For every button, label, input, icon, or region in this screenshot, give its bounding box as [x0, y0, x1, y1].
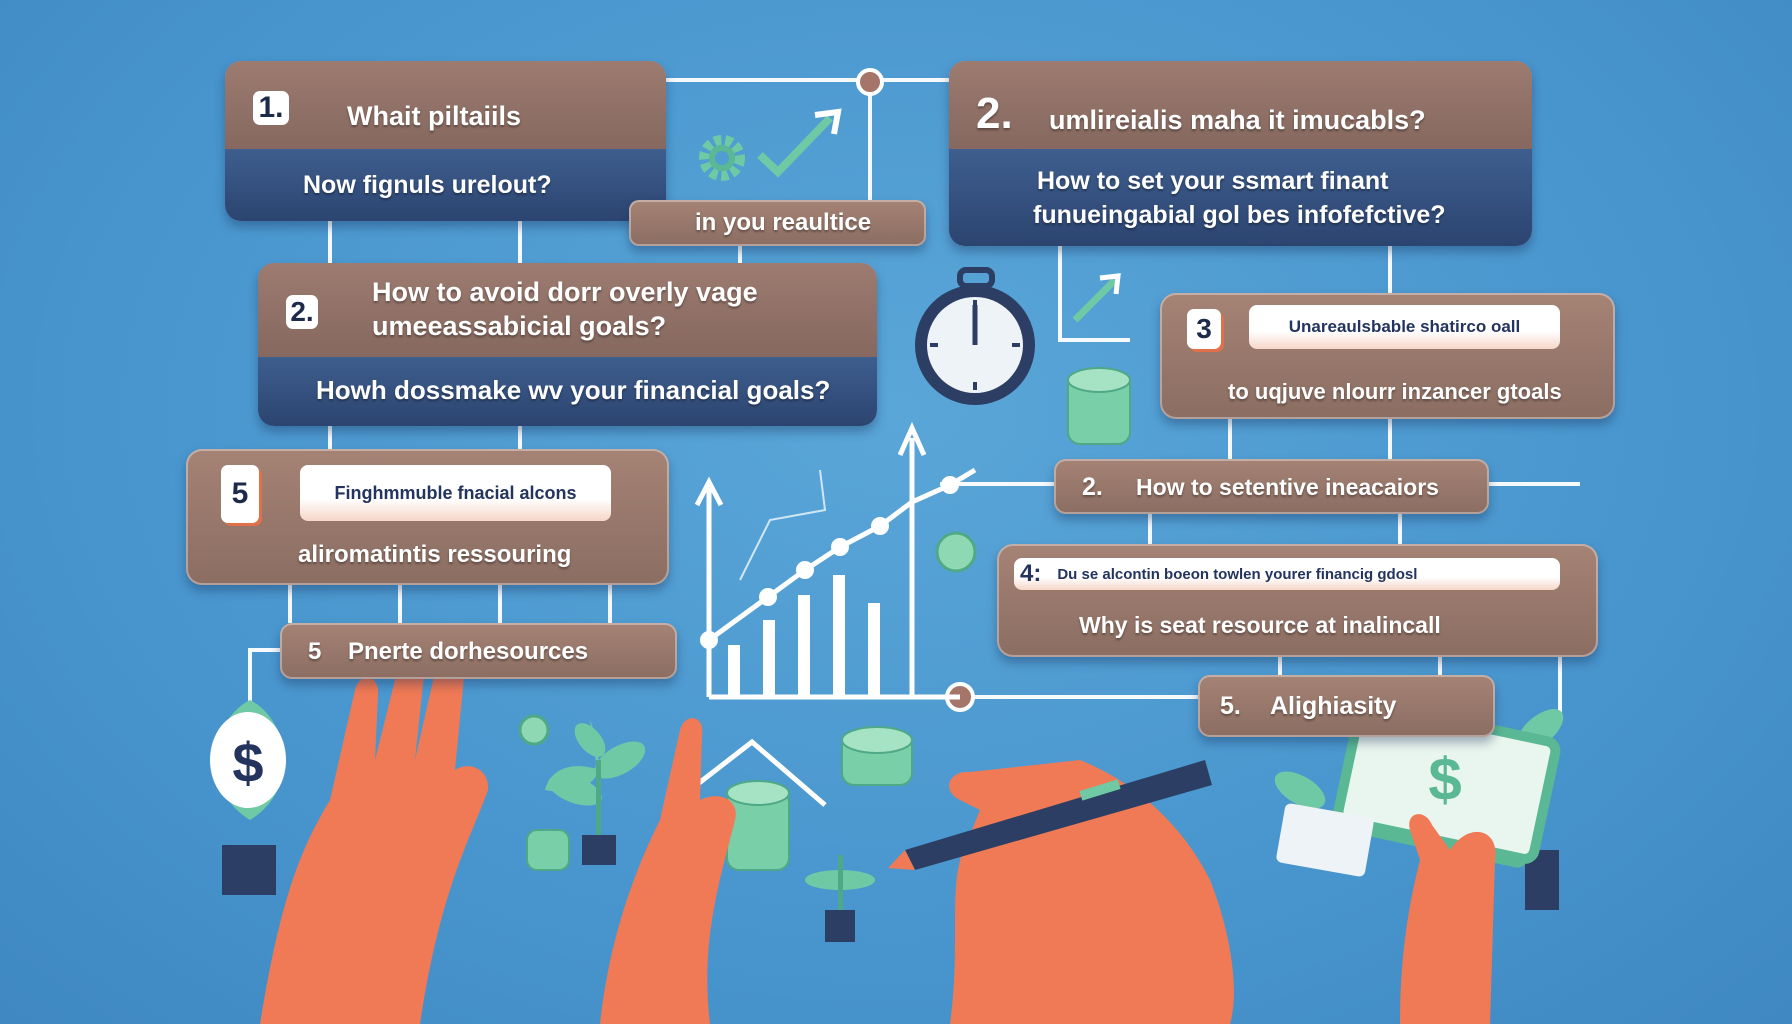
step-number-badge: 3 [1187, 309, 1221, 349]
step-number: 5 [308, 638, 322, 665]
card-reaultice[interactable]: in you reaultice [629, 200, 926, 246]
card-text: Why is seat resource at inalincall [1079, 612, 1441, 638]
money-bills-icon: $ [1276, 698, 1561, 877]
card-text: to uqjuve nlourr inzancer gtoals [1228, 379, 1562, 404]
card-step-3[interactable]: 3 Unareaulsbable shatirco oall to uqjuve… [1160, 293, 1615, 419]
dollar-coin-icon [935, 531, 977, 573]
card-indicators[interactable]: 2. How to setentive ineacaiors [1054, 459, 1489, 514]
step-number-badge: 1. [253, 91, 289, 125]
card-subtitle: Now fignuls urelout? [303, 171, 552, 199]
card-text: How to setentive ineacaiors [1136, 474, 1439, 500]
card-pill: Unareaulsbable shatirco oall [1249, 305, 1560, 349]
card-text: aliromatintis ressouring [298, 541, 572, 568]
dollar-coin-icon [518, 714, 550, 746]
pen-icon [888, 760, 1212, 870]
coin-stack-icon [526, 367, 1131, 871]
step-number: 2. [1082, 473, 1103, 501]
step-number: 5. [1220, 692, 1241, 720]
svg-text:$: $ [1428, 746, 1461, 813]
card-step-5-actions[interactable]: 5 Finghmmuble fnacial alcons aliromatint… [186, 449, 669, 585]
svg-text:$: $ [232, 731, 263, 794]
card-step-4[interactable]: 4: Du se alcontin boeon towlen yourer fi… [997, 544, 1598, 657]
card-title-line1: How to avoid dorr overly vage [372, 277, 758, 307]
connector-lines [248, 78, 1580, 720]
card-subtitle-line2: funueingabial gol bes infofefctive? [1033, 201, 1446, 229]
step-number-badge: 2. [286, 295, 318, 329]
card-text: Alighiasity [1270, 692, 1397, 720]
pill-text: Du se alcontin boeon towlen yourer finan… [1057, 565, 1418, 583]
card-unrealistic[interactable]: 2. umlireialis maha it imucabls? How to … [949, 61, 1532, 246]
chart-points [700, 476, 959, 649]
checkmark-arrow-icon [757, 115, 833, 178]
card-text: in you reaultice [695, 209, 872, 236]
step-number: 4: [1020, 560, 1042, 587]
card-alignment[interactable]: 5. Alighiasity [1198, 675, 1495, 737]
gear-icon [699, 135, 745, 181]
stopwatch-icon [915, 267, 1035, 405]
card-subtitle: Howh dossmake wv your financial goals? [316, 375, 831, 405]
card-subtitle-line1: How to set your ssmart finant [1037, 167, 1389, 195]
connector-node [856, 68, 884, 96]
card-title-line2: umeeassabicial goals? [372, 311, 667, 341]
chart-bars [728, 575, 880, 695]
card-title: Whait piltaiils [347, 101, 522, 131]
money-plant-icon: $ [210, 700, 286, 895]
card-title: umlireialis maha it imucabls? [1049, 105, 1426, 135]
card-pitfalls[interactable]: 1. Whait piltaiils Now fignuls urelout? [225, 61, 666, 221]
bar-chart-icon [694, 421, 960, 700]
card-resources[interactable]: 5 Pnerte dorhesources [280, 623, 677, 679]
step-number-badge: 5 [221, 465, 259, 523]
card-pill: Finghmmuble fnacial alcons [300, 465, 611, 521]
hand-icon [260, 637, 1496, 1024]
card-avoid-vague-goals[interactable]: 2. How to avoid dorr overly vage umeeass… [258, 263, 877, 426]
card-pill: 4: Du se alcontin boeon towlen yourer fi… [1014, 558, 1560, 590]
card-text: Pnerte dorhesources [348, 638, 589, 665]
step-number: 2. [976, 89, 1013, 138]
